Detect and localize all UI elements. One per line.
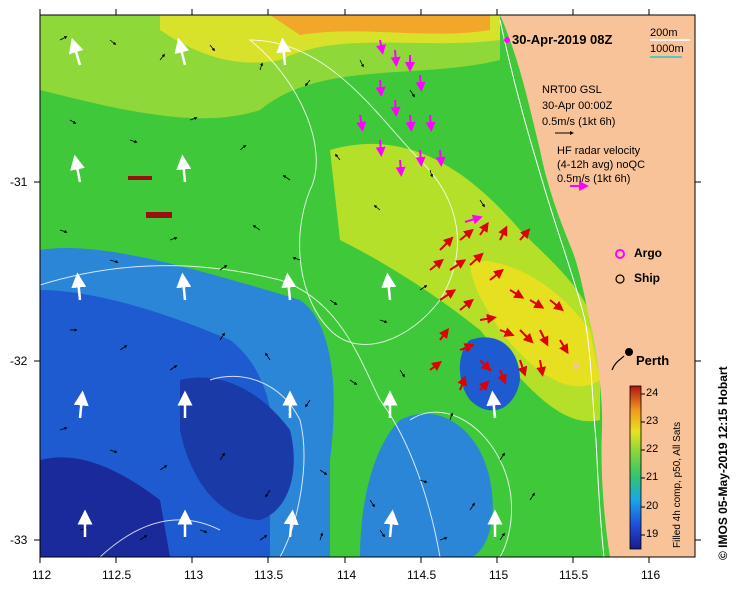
argo-velocity-arrows (356, 39, 483, 225)
model-velocity-arrows (59, 36, 535, 541)
ship-legend-marker (615, 274, 625, 284)
land-mass (500, 15, 695, 557)
x-tick-label: 114 (337, 568, 357, 582)
colorbar-tick-21: 21 (646, 471, 659, 483)
contour-line (99, 519, 221, 557)
radar-info-line3: 0.5m/s (1kt 6h) (557, 173, 631, 185)
model-large-arrows (68, 37, 503, 538)
colorbar-tick-20: 20 (646, 500, 659, 512)
x-tick-label: 115.5 (559, 568, 589, 582)
x-tick-label: 116 (641, 568, 661, 582)
perth-coast-detail (611, 355, 625, 371)
model-info-line3: 0.5m/s (1kt 6h) (542, 116, 616, 128)
ship-legend-label: Ship (634, 271, 660, 285)
y-axis (34, 181, 701, 541)
model-info-line2: 30-Apr 00:00Z (542, 100, 613, 112)
radar-velocity-arrows (429, 221, 569, 392)
colorbar (629, 385, 642, 550)
sst-field (40, 15, 695, 557)
x-tick-label: 115 (489, 568, 509, 582)
colorbar-tick-19: 19 (646, 528, 659, 540)
contour-line (248, 39, 458, 345)
y-tick-label: -33 (10, 533, 28, 547)
argo-legend-label: Argo (634, 246, 662, 260)
perth-label: Perth (636, 353, 670, 368)
argo-legend-marker (615, 249, 625, 259)
map-title: 30-Apr-2019 08Z (512, 32, 613, 47)
scale-bar-short-label: 200m (650, 27, 678, 39)
y-tick-label: -31 (10, 175, 28, 189)
x-tick-label: 112 (32, 568, 52, 582)
credit-text: © IMOS 05-May-2019 12:15 Hobart (716, 366, 730, 560)
radar-info-line2: (4-12h avg) noQC (557, 159, 646, 171)
y-tick-label: -32 (10, 354, 28, 368)
scale-bar-long-label: 1000m (650, 43, 684, 55)
model-info-line1: NRT00 GSL (542, 84, 602, 96)
perth-marker (625, 348, 633, 356)
contour-200m (499, 19, 605, 557)
x-tick-label: 113 (184, 568, 204, 582)
colorbar-tick-22: 22 (646, 443, 659, 455)
radar-info-line1: HF radar velocity (557, 145, 641, 157)
colorbar-tick-24: 24 (646, 387, 659, 399)
title-argo-marker (504, 37, 510, 43)
contour-line (40, 265, 441, 557)
x-axis (39, 9, 650, 563)
colorbar-tick-23: 23 (646, 415, 659, 427)
colorbar-label: Filled 4h comp, p50, All Sats (672, 421, 683, 548)
x-tick-label: 112.5 (102, 568, 132, 582)
x-tick-label: 114.5 (407, 568, 437, 582)
island (573, 363, 579, 369)
x-tick-label: 113.5 (254, 568, 284, 582)
colorbar-ticks (641, 393, 645, 536)
plot-frame (39, 14, 696, 558)
